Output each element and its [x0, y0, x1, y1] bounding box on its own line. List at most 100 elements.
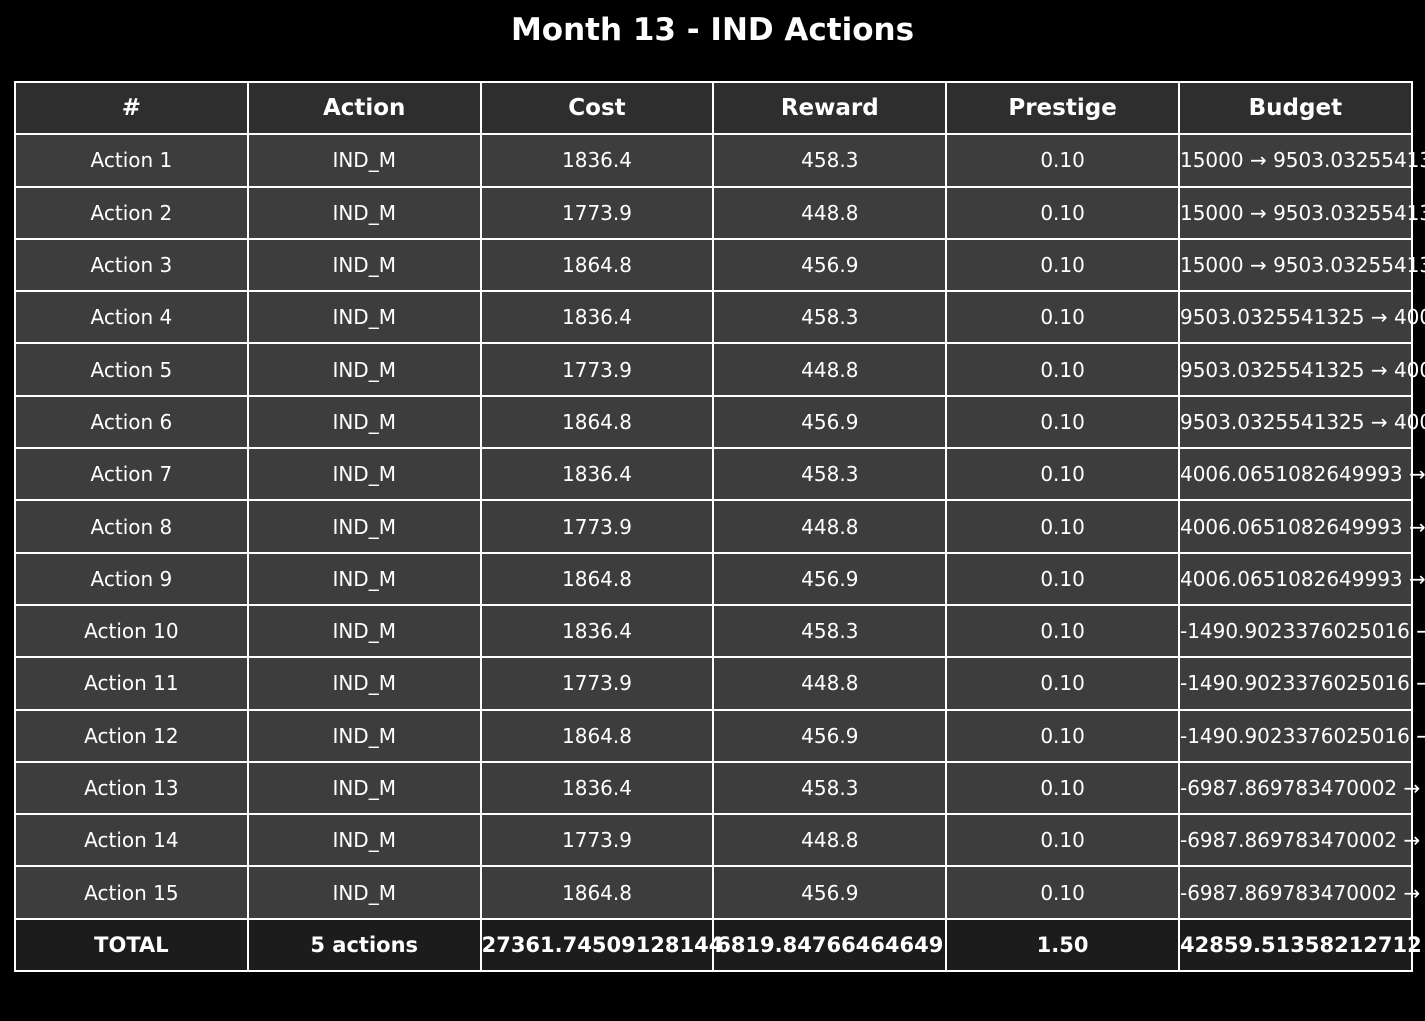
cell-cost: 1864.8: [479, 551, 715, 606]
cell-cost: 1836.4: [479, 133, 715, 188]
cell-action: IND_M: [246, 290, 482, 345]
cell-reward: 458.3: [712, 290, 948, 345]
header-row: # Action Cost Reward Prestige Budget: [14, 80, 1413, 136]
cell-index: Action 8: [14, 499, 249, 554]
cell-prestige: 0.10: [945, 290, 1180, 345]
table-row: Action 15 IND_M 1864.8 456.9 0.10 -6987.86978…: [14, 865, 1425, 920]
total-actions: 5 actions: [246, 917, 482, 973]
table-row: Action 8 IND_M 1773.9 448.8 0.10 4006.0651082…: [14, 499, 1425, 554]
cell-budget: 4006.0651082649993 → -1490.9023: [1177, 499, 1425, 554]
cell-reward: 456.9: [712, 237, 948, 293]
cell-budget: -6987.869783470002 → -12484.837: [1177, 813, 1425, 868]
total-reward: 6819.84766464649: [712, 917, 948, 973]
cell-cost: 1773.9: [479, 813, 715, 868]
cell-reward: 448.8: [712, 342, 948, 397]
cell-action: IND_M: [246, 499, 482, 554]
cell-prestige: 0.10: [945, 237, 1180, 293]
cell-index: Action 7: [14, 447, 249, 502]
table-row: Action 7 IND_M 1836.4 458.3 0.10 4006.0651082…: [14, 447, 1425, 502]
table-row: Action 4 IND_M 1836.4 458.3 0.10 9503.0325541…: [14, 290, 1425, 345]
cell-budget: 4006.0651082649993 → -1490.9023: [1177, 447, 1425, 502]
cell-budget: -6987.869783470002 → -12484.837: [1177, 760, 1425, 816]
cell-reward: 456.9: [712, 708, 948, 763]
cell-cost: 1864.8: [479, 237, 715, 293]
column-header-reward: Reward: [712, 80, 948, 136]
cell-reward: 448.8: [712, 185, 948, 240]
cell-prestige: 0.10: [945, 551, 1180, 606]
cell-cost: 1864.8: [479, 865, 715, 920]
cell-reward: 456.9: [712, 394, 948, 450]
cell-cost: 1836.4: [479, 447, 715, 502]
table-row: Action 2 IND_M 1773.9 448.8 0.10 15000 → 9503…: [14, 185, 1425, 240]
cell-cost: 1773.9: [479, 342, 715, 397]
cell-action: IND_M: [246, 185, 482, 240]
cell-prestige: 0.10: [945, 708, 1180, 763]
cell-reward: 458.3: [712, 760, 948, 816]
cell-prestige: 0.10: [945, 185, 1180, 240]
cell-reward: 456.9: [712, 551, 948, 606]
cell-action: IND_M: [246, 656, 482, 711]
chart-title: Month 13 - IND Actions: [510, 12, 915, 48]
cell-budget: 15000 → 9503.032554132: [1177, 133, 1425, 188]
cell-budget: 9503.0325541325 → 4006.065108: [1177, 394, 1425, 450]
cell-action: IND_M: [246, 237, 482, 293]
cell-cost: 1773.9: [479, 185, 715, 240]
cell-action: IND_M: [246, 708, 482, 763]
cell-action: IND_M: [246, 342, 482, 397]
cell-index: Action 9: [14, 551, 249, 606]
cell-cost: 1773.9: [479, 656, 715, 711]
total-label: TOTAL: [14, 917, 249, 973]
table-row: Action 6 IND_M 1864.8 456.9 0.10 9503.0325541…: [14, 394, 1425, 450]
column-header-index: #: [14, 80, 249, 136]
cell-prestige: 0.10: [945, 499, 1180, 554]
table-row: Action 3 IND_M 1864.8 456.9 0.10 15000 → 9503…: [14, 237, 1425, 293]
cell-cost: 1836.4: [479, 760, 715, 816]
cell-prestige: 0.10: [945, 603, 1180, 659]
cell-index: Action 1: [14, 133, 249, 188]
cell-budget: 15000 → 9503.032554132: [1177, 185, 1425, 240]
cell-cost: 1836.4: [479, 290, 715, 345]
cell-index: Action 3: [14, 237, 249, 293]
cell-prestige: 0.10: [945, 447, 1180, 502]
cell-reward: 448.8: [712, 656, 948, 711]
total-budget: 42859.51358212712: [1177, 917, 1422, 973]
cell-budget: 15000 → 9503.032554132: [1177, 237, 1425, 293]
cell-reward: 458.3: [712, 603, 948, 659]
table-row: Action 9 IND_M 1864.8 456.9 0.10 4006.0651082…: [14, 551, 1425, 606]
cell-index: Action 5: [14, 342, 249, 397]
cell-prestige: 0.10: [945, 394, 1180, 450]
cell-budget: 9503.0325541325 → 4006.065108: [1177, 290, 1425, 345]
cell-index: Action 10: [14, 603, 249, 659]
cell-action: IND_M: [246, 603, 482, 659]
column-header-action: Action: [246, 80, 482, 136]
cell-prestige: 0.10: [945, 342, 1180, 397]
cell-index: Action 15: [14, 865, 249, 920]
column-header-prestige: Prestige: [945, 80, 1180, 136]
cell-cost: 1773.9: [479, 499, 715, 554]
cell-prestige: 0.10: [945, 760, 1180, 816]
column-header-budget: Budget: [1177, 80, 1413, 136]
cell-budget: -6987.869783470002 → -12484.837: [1177, 865, 1425, 920]
cell-budget: 4006.0651082649993 → -1490.9023: [1177, 551, 1425, 606]
cell-prestige: 0.10: [945, 865, 1180, 920]
cell-reward: 448.8: [712, 813, 948, 868]
table-body: Action 1 IND_M 1836.4 458.3 0.10 15000 → 9503…: [14, 133, 1425, 920]
total-cost: 27361.74509128144: [479, 917, 723, 973]
cell-reward: 458.3: [712, 133, 948, 188]
cell-prestige: 0.10: [945, 656, 1180, 711]
cell-index: Action 11: [14, 656, 249, 711]
cell-prestige: 0.10: [945, 133, 1180, 188]
cell-budget: -1490.9023376025016 → -6987.869: [1177, 708, 1425, 763]
cell-cost: 1864.8: [479, 394, 715, 450]
table-row: Action 11 IND_M 1773.9 448.8 0.10 -1490.90233…: [14, 656, 1425, 711]
actions-table: # Action Cost Reward Prestige Budget Act…: [14, 80, 1425, 973]
table-row: Action 14 IND_M 1773.9 448.8 0.10 -6987.86978…: [14, 813, 1425, 868]
total-row: TOTAL 5 actions 27361.74509128144 6819.8…: [14, 917, 1422, 973]
cell-cost: 1864.8: [479, 708, 715, 763]
table-row: Action 13 IND_M 1836.4 458.3 0.10 -6987.86978…: [14, 760, 1425, 816]
cell-action: IND_M: [246, 133, 482, 188]
cell-index: Action 13: [14, 760, 249, 816]
cell-action: IND_M: [246, 551, 482, 606]
cell-index: Action 6: [14, 394, 249, 450]
table-row: Action 10 IND_M 1836.4 458.3 0.10 -1490.90233…: [14, 603, 1425, 659]
